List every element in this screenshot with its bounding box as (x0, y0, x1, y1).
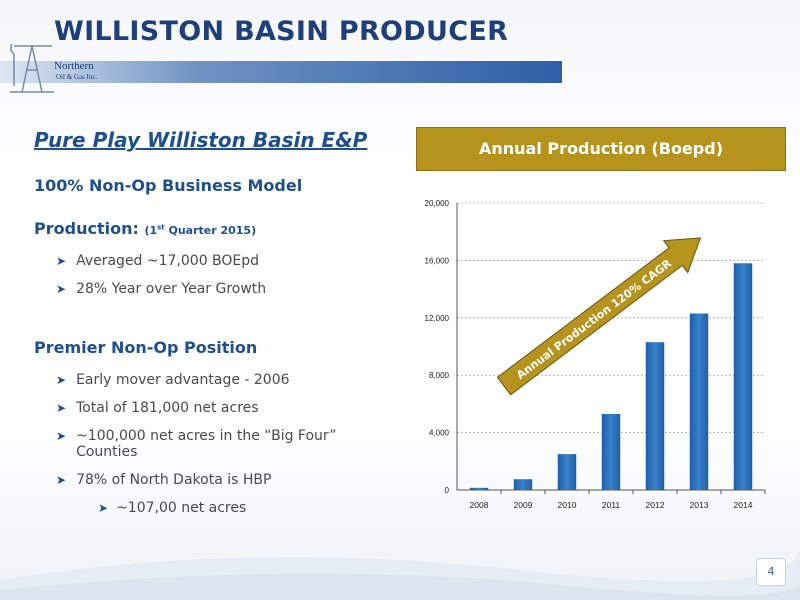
bar (557, 454, 577, 490)
bar (513, 479, 533, 490)
production-heading: Production: (1st Quarter 2015) (34, 219, 256, 238)
x-tick-label: 2009 (514, 500, 533, 510)
arrow-bullet-icon: ➤ (56, 254, 67, 268)
x-tick-label: 2013 (690, 500, 709, 510)
bar (601, 413, 621, 490)
production-bar-chart: 0 4,000 8,000 12,000 16,000 20,000 2008 2009 201… (425, 199, 766, 510)
arrow-bullet-icon: ➤ (56, 373, 67, 387)
title-bar (0, 61, 562, 83)
y-tick-label: 0 (445, 486, 450, 495)
business-model: 100% Non-Op Business Model (34, 176, 303, 195)
logo-text: Northern (54, 60, 94, 72)
y-tick-label: 16,000 (425, 256, 450, 265)
x-tick-label: 2008 (470, 500, 489, 510)
y-tick-label: 20,000 (425, 199, 450, 208)
footer-swoosh (0, 550, 800, 600)
production-label: Production: (34, 219, 139, 238)
x-tick-label: 2010 (558, 500, 577, 510)
list-item: ➤ 78% of North Dakota is HBP (56, 472, 272, 488)
list-item: ➤ 28% Year over Year Growth (56, 281, 267, 297)
page-number: 4 (756, 558, 786, 586)
x-tick-label: 2011 (602, 500, 621, 510)
company-logo (10, 43, 54, 93)
arrow-bullet-icon: ➤ (56, 429, 67, 443)
arrow-bullet-icon: ➤ (56, 282, 67, 296)
bar (733, 263, 753, 490)
production-period: (1st Quarter 2015) (144, 223, 257, 237)
list-item: ➤ Early mover advantage - 2006 (56, 372, 290, 388)
cagr-arrow-shape (496, 237, 702, 396)
sub-list-item: ➤ ~107,00 net acres (98, 500, 247, 516)
arrow-bullet-icon: ➤ (56, 401, 67, 415)
position-heading: Premier Non-Op Position (34, 338, 258, 357)
arrow-bullet-icon: ➤ (98, 501, 109, 515)
slide-title: WILLISTON BASIN PRODUCER (54, 16, 509, 47)
y-tick-label: 4,000 (429, 429, 450, 438)
list-item: ➤ Averaged ~17,000 BOEpd (56, 253, 260, 269)
logo-subtext: Oil & Gas Inc. (56, 73, 98, 81)
list-item: ➤ ~100,000 net acres in the “Big Four” Co… (56, 428, 337, 460)
list-item: ➤ Total of 181,000 net acres (56, 400, 259, 416)
pump-jack-icon (10, 43, 54, 93)
bar (469, 487, 489, 490)
x-tick-label: 2014 (734, 500, 753, 510)
y-tick-label: 12,000 (425, 314, 450, 323)
subhead: Pure Play Williston Basin E&P (34, 128, 368, 152)
chart-title: Annual Production (Boepd) (416, 127, 786, 171)
x-tick-label: 2012 (646, 500, 665, 510)
bar (645, 342, 665, 490)
y-tick-label: 8,000 (429, 371, 450, 380)
arrow-bullet-icon: ➤ (56, 473, 67, 487)
bar (689, 313, 709, 490)
